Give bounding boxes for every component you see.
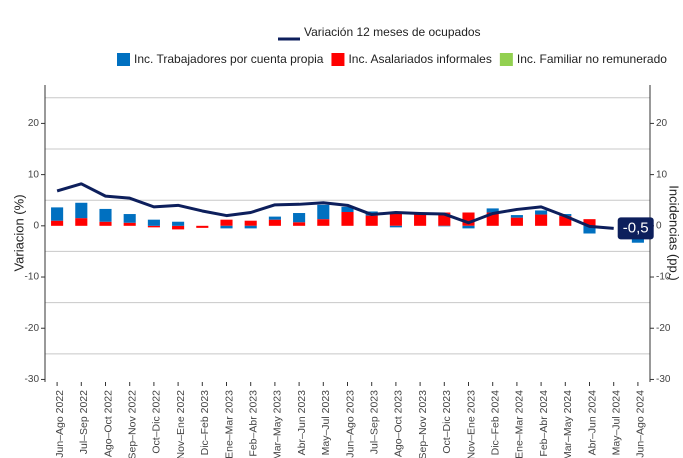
y2-tick-label: 0 <box>656 220 662 231</box>
bar <box>99 221 112 226</box>
bar <box>75 218 88 226</box>
y-tick-label: 10 <box>28 169 40 180</box>
x-tick-label: Nov–Ene 2023 <box>465 390 477 458</box>
x-tick-label: Feb–Abr 2024 <box>538 390 550 457</box>
bar <box>99 208 112 222</box>
x-tick-label: May–Jul 2023 <box>320 390 332 456</box>
bar <box>268 219 281 226</box>
x-tick-label: Sep–Nov 2022 <box>126 390 138 458</box>
bar <box>535 210 548 215</box>
bar <box>583 225 596 234</box>
legend-label: Inc. Trabajadores por cuenta propia <box>134 52 324 66</box>
x-tick-label: Ago–Oct 2022 <box>102 390 114 457</box>
line <box>56 182 614 230</box>
x-tick-label: Oct–Dic 2023 <box>441 390 453 454</box>
bar <box>244 225 257 229</box>
bar <box>75 202 88 219</box>
x-tick-label: Nov–Ene 2022 <box>175 390 187 458</box>
bar <box>559 216 572 226</box>
x-tick-label: Ene–Mar 2024 <box>514 390 526 458</box>
bar <box>389 213 402 226</box>
bar <box>123 222 136 226</box>
y-tick-label: 20 <box>28 118 40 129</box>
legend-label: Variación 12 meses de ocupados <box>304 25 481 39</box>
bar <box>341 211 354 226</box>
bar <box>365 215 378 226</box>
x-tick-label: Ene–Mar 2023 <box>223 390 235 458</box>
value-label-box <box>617 217 654 240</box>
y-axis-label: Variacion (%) <box>11 194 26 271</box>
x-tick-label: Abr–Jun 2023 <box>296 390 308 456</box>
bar <box>123 214 136 223</box>
x-tick-label: Jun–Ago 2024 <box>635 390 647 458</box>
x-tick-label: Jun–Ago 2022 <box>54 390 66 458</box>
bar <box>51 220 64 226</box>
x-tick-label: Dic–Feb 2024 <box>489 390 501 456</box>
x-tick-label: Sep–Nov 2023 <box>417 390 429 458</box>
bar <box>293 222 306 226</box>
bar <box>293 213 306 223</box>
x-tick-label: Abr–Jun 2024 <box>586 390 598 456</box>
legend-label: Inc. Familiar no remunerado <box>517 52 667 66</box>
bar <box>462 225 475 229</box>
x-tick-label: May–Jul 2024 <box>610 390 622 456</box>
bar <box>196 225 209 228</box>
bar <box>389 225 402 228</box>
bar <box>414 214 427 226</box>
y2-axis-label: Incidencias (pp.) <box>667 185 682 280</box>
y-tick-label: -10 <box>25 272 40 283</box>
x-tick-label: Jul–Sep 2022 <box>78 390 90 454</box>
bar <box>147 225 160 228</box>
x-tick-label: Ago–Oct 2023 <box>393 390 405 457</box>
x-tick-label: Oct–Dic 2022 <box>151 390 163 454</box>
y-tick-label: 0 <box>33 220 39 231</box>
legend-swatch <box>331 53 345 66</box>
bar <box>172 225 185 230</box>
bar <box>51 207 64 221</box>
y2-tick-label: -20 <box>656 323 671 334</box>
bar <box>244 220 257 226</box>
bar <box>486 208 499 213</box>
y2-tick-label: 20 <box>656 118 668 129</box>
legend-swatch <box>499 53 513 66</box>
y-tick-label: -30 <box>25 374 40 385</box>
y2-tick-label: 10 <box>656 169 668 180</box>
bar <box>535 214 548 226</box>
bar <box>268 216 281 220</box>
y2-tick-label: -30 <box>656 374 671 385</box>
x-tick-label: Mar–May 2024 <box>562 390 574 458</box>
bar <box>583 219 596 226</box>
bar <box>220 219 233 226</box>
x-tick-label: Feb–Abr 2023 <box>247 390 259 457</box>
y2-tick-label: -10 <box>656 272 671 283</box>
y-tick-label: -20 <box>25 323 40 334</box>
bar <box>510 217 523 226</box>
bar <box>438 225 451 227</box>
x-tick-label: Jun–Ago 2023 <box>344 390 356 458</box>
legend-label: Inc. Asalariados informales <box>348 52 491 66</box>
x-tick-label: Dic–Feb 2023 <box>199 390 211 456</box>
bar <box>510 215 523 218</box>
bar <box>172 221 185 226</box>
x-tick-label: Mar–May 2023 <box>272 390 284 458</box>
bar <box>147 219 160 226</box>
x-tick-label: Jul–Sep 2023 <box>368 390 380 454</box>
value-label: -0,5 <box>623 219 649 236</box>
bar <box>317 204 330 220</box>
legend-swatch <box>117 53 130 66</box>
bar <box>317 219 330 226</box>
bar <box>220 225 233 229</box>
bar <box>341 206 354 212</box>
